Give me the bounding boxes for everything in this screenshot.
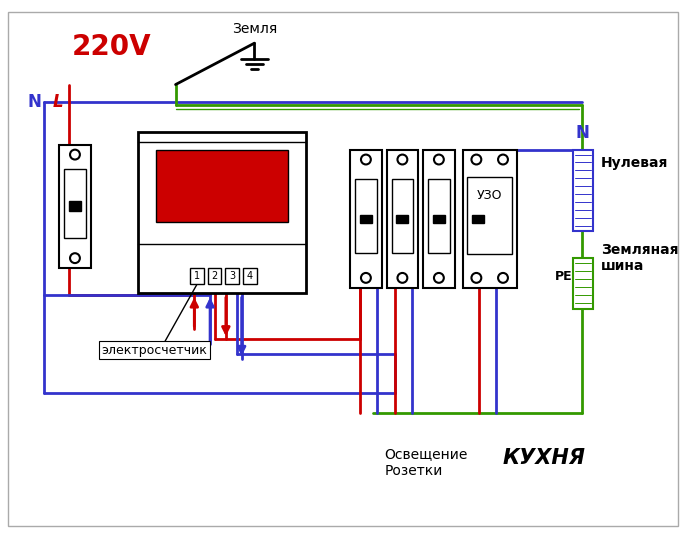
Circle shape xyxy=(398,154,407,165)
Bar xyxy=(463,150,517,288)
Bar xyxy=(59,145,91,268)
Bar xyxy=(468,178,512,254)
Bar xyxy=(350,150,382,288)
Bar xyxy=(243,268,257,284)
Circle shape xyxy=(498,154,508,165)
Text: Земляная
шина: Земляная шина xyxy=(600,243,678,273)
Circle shape xyxy=(398,273,407,283)
Text: УЗО: УЗО xyxy=(477,189,502,202)
Text: Освещение
Розетки: Освещение Розетки xyxy=(384,448,468,478)
Circle shape xyxy=(70,253,80,263)
Circle shape xyxy=(361,273,371,283)
Text: N: N xyxy=(576,124,590,142)
Circle shape xyxy=(434,154,444,165)
Bar xyxy=(225,268,239,284)
Text: L: L xyxy=(52,93,63,111)
Circle shape xyxy=(498,273,508,283)
Text: КУХНЯ: КУХНЯ xyxy=(503,448,586,468)
Bar xyxy=(156,150,288,222)
Text: 1: 1 xyxy=(194,271,200,281)
Text: N: N xyxy=(28,93,42,111)
Text: электросчетчик: электросчетчик xyxy=(101,344,208,357)
Bar xyxy=(428,179,450,253)
Circle shape xyxy=(361,154,371,165)
Circle shape xyxy=(471,273,482,283)
Bar xyxy=(355,179,377,253)
Bar xyxy=(396,215,409,223)
Text: 220V: 220V xyxy=(72,33,152,61)
Bar xyxy=(208,268,222,284)
Bar xyxy=(138,132,306,293)
Text: Нулевая: Нулевая xyxy=(600,157,668,171)
Text: 3: 3 xyxy=(229,271,236,281)
Text: 4: 4 xyxy=(247,271,253,281)
Bar xyxy=(64,169,85,238)
Bar xyxy=(423,150,455,288)
Bar xyxy=(360,215,372,223)
Circle shape xyxy=(471,154,482,165)
Bar xyxy=(573,258,593,309)
Bar xyxy=(386,150,418,288)
Circle shape xyxy=(70,150,80,160)
Bar xyxy=(391,179,414,253)
Bar xyxy=(473,215,484,223)
Text: 2: 2 xyxy=(211,271,218,281)
Bar xyxy=(573,150,593,231)
Text: PE: PE xyxy=(555,270,573,283)
Circle shape xyxy=(434,273,444,283)
Bar xyxy=(190,268,204,284)
Bar xyxy=(69,201,81,211)
Text: Земля: Земля xyxy=(232,22,277,36)
Bar xyxy=(433,215,445,223)
